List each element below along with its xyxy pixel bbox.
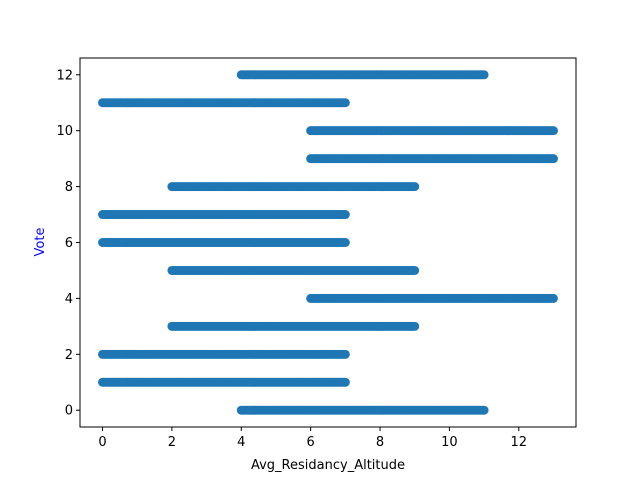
x-tick-label: 2 <box>168 435 176 450</box>
scatter-point <box>548 293 558 303</box>
point-band-vote-0 <box>236 405 489 415</box>
point-band-vote-12 <box>236 70 489 80</box>
point-band-vote-9 <box>306 154 558 164</box>
point-band-vote-2 <box>98 349 350 359</box>
point-band-vote-8 <box>167 182 420 192</box>
scatter-point <box>340 349 350 359</box>
y-tick-label: 6 <box>65 236 73 251</box>
y-tick-label: 2 <box>65 348 73 363</box>
scatter-points <box>98 70 558 415</box>
x-tick-label: 8 <box>376 435 384 450</box>
y-tick-label: 12 <box>56 68 73 83</box>
x-tick-label: 12 <box>510 435 527 450</box>
y-tick-label: 4 <box>65 292 73 307</box>
scatter-point <box>548 126 558 136</box>
point-band-vote-7 <box>98 210 350 220</box>
x-tick-label: 10 <box>441 435 458 450</box>
scatter-point <box>340 377 350 387</box>
y-axis-label: Vote <box>33 228 48 257</box>
scatter-point <box>410 321 420 331</box>
scatter-point <box>479 70 489 80</box>
point-band-vote-10 <box>306 126 558 136</box>
scatter-point <box>410 182 420 192</box>
y-tick-label: 0 <box>65 404 73 419</box>
point-band-vote-4 <box>306 293 558 303</box>
point-band-vote-1 <box>98 377 350 387</box>
x-axis-ticks: 0 2 4 6 8 10 12 <box>98 427 527 450</box>
point-band-vote-6 <box>98 238 350 247</box>
y-tick-label: 8 <box>65 180 73 195</box>
x-tick-label: 4 <box>237 435 245 450</box>
point-band-vote-3 <box>167 321 420 331</box>
scatter-point <box>479 405 489 415</box>
point-band-vote-5 <box>167 265 420 275</box>
x-tick-label: 6 <box>307 435 315 450</box>
y-tick-label: 10 <box>56 124 73 139</box>
x-axis-label: Avg_Residancy_Altitude <box>251 458 405 473</box>
scatter-point <box>548 154 558 164</box>
point-band-vote-11 <box>98 98 350 108</box>
y-axis-ticks: 0 2 4 6 8 10 12 <box>56 68 80 419</box>
scatter-point <box>340 98 350 108</box>
scatter-point <box>410 265 420 275</box>
scatter-point <box>340 210 350 220</box>
scatter-point <box>340 238 350 247</box>
x-tick-label: 0 <box>98 435 106 450</box>
